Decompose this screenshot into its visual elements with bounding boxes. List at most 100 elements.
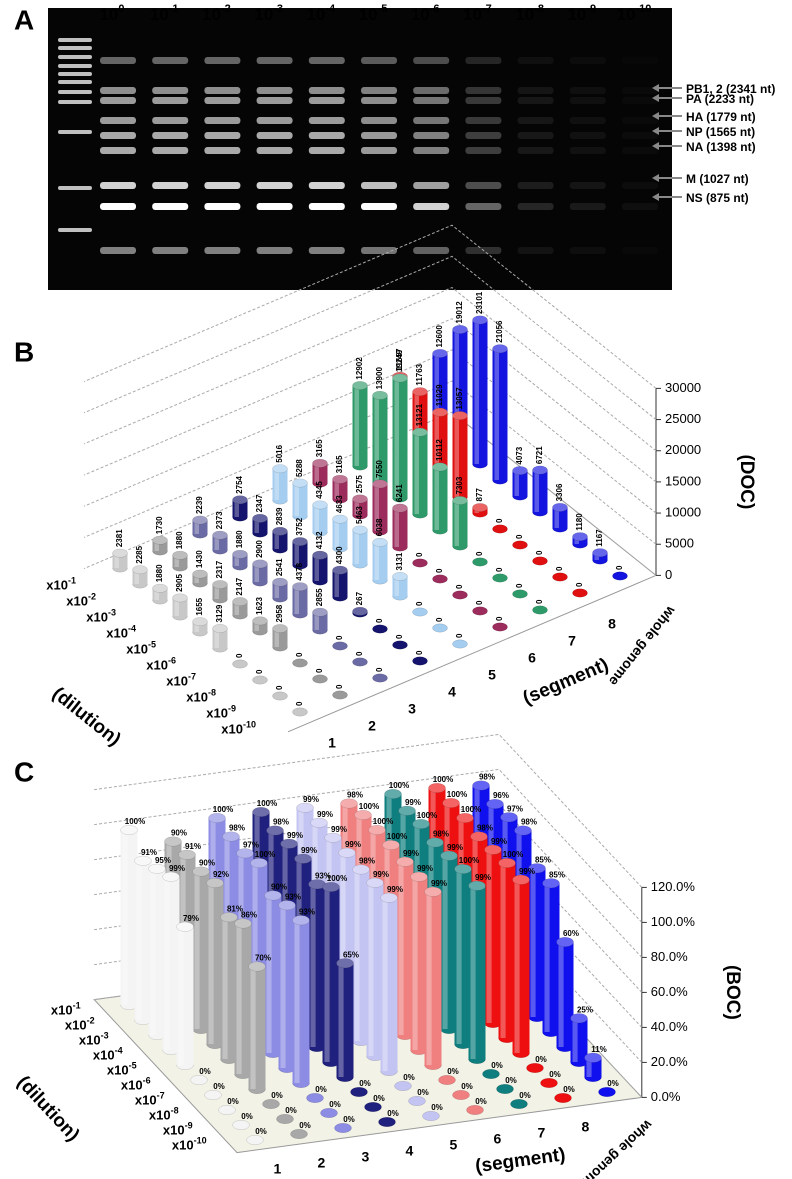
value-label: 98% [433,830,449,839]
value-label: 0% [373,1094,385,1103]
bar [322,881,340,1068]
bar-top [278,900,296,911]
gel-band [569,117,606,124]
value-label: 0 [375,667,384,672]
bar-bottom [492,524,508,534]
bar-top [432,462,448,472]
y-tick-exponent: -2 [87,1016,95,1026]
bar [172,550,188,572]
gel-band [517,117,554,124]
bar-top [584,1052,602,1063]
bar [556,936,574,1053]
bar-body [220,917,238,1059]
bar-top [468,880,486,891]
bar-top [252,513,268,523]
value-label: 1655 [195,597,204,615]
bar [232,495,248,522]
value-label: 1880 [155,564,164,582]
z-tick-label: 100.0% [651,914,696,929]
bar-bottom [466,1104,484,1116]
bar-body [552,507,568,528]
value-label: 0% [519,1091,531,1100]
y-tick-exponent: -6 [143,1076,151,1086]
bar-shine [174,555,179,567]
value-label: 2905 [175,574,184,592]
bar-shine [474,320,479,464]
bar-top [292,537,308,547]
value-label: 4132 [315,531,324,549]
value-label: 19249 [395,349,404,372]
bar [204,1089,222,1101]
bar-bottom [452,1089,470,1101]
gel-band [204,97,241,104]
value-label: 0% [403,1073,415,1082]
gel-band [413,87,450,94]
band-label: HA (1779 nt) [686,110,756,124]
x-tick-label: 5 [488,666,496,682]
y-tick-exponent: -1 [73,1001,81,1011]
y-tick-prefix: x10 [121,1078,143,1093]
bar-body [234,923,252,1074]
gel-band [569,87,606,94]
bar-shine [486,849,492,1023]
bar [392,373,408,503]
bar [482,1068,500,1080]
bar-top [162,871,180,882]
gel-band [465,57,502,64]
value-label: 3131 [395,552,404,570]
value-label: 99% [301,846,317,855]
value-label: 11% [591,1045,607,1054]
bar [468,880,486,1065]
y-tick-prefix: x10 [106,626,128,641]
bar-shine [554,507,559,528]
value-label: 100% [503,850,523,859]
value-label: 0 [375,618,384,623]
grid-line [83,411,657,576]
z-tick-label: 10000 [665,505,701,520]
bar-body [366,882,384,1056]
bar [334,1122,352,1134]
bar [312,458,328,488]
gel-band [361,132,397,139]
bar-body [172,555,188,567]
y-tick-exponent: -6 [168,656,176,666]
bar [528,863,546,1023]
bar-body [556,942,574,1047]
bar-body [512,879,530,1053]
bar-top [352,494,368,504]
value-label: 3306 [555,483,564,501]
gel-band [465,97,502,104]
value-label: 0% [447,1067,459,1076]
grid-line [83,349,657,514]
bar-shine [374,542,379,580]
gel-band [517,87,554,94]
bar-shine [314,555,319,581]
bar-shine [514,879,520,1053]
gel-band [152,247,189,254]
value-label: 5463 [355,506,364,524]
x-tick-label: 5 [450,1137,458,1153]
y-tick-label: x10-1 [51,1001,81,1018]
bar [372,479,388,536]
value-label: 99% [387,885,403,894]
y-tick-prefix: x10 [65,1018,87,1033]
bar-shine [314,504,319,532]
value-label: 96% [493,791,509,800]
bar-bottom [312,674,328,684]
y-tick-prefix: x10 [46,578,68,593]
bar-body [212,628,228,648]
bar [432,623,448,633]
value-label: 2900 [255,540,264,558]
value-label: 90% [199,859,215,868]
bar-shine [208,883,214,1044]
bar-body [152,540,168,551]
gel-band [308,182,345,189]
y-tick-exponent: -2 [88,592,96,602]
bar-top [292,478,308,488]
bar [312,550,328,586]
bar-top [292,915,310,926]
bar-shine [310,884,316,1047]
y-tick-exponent: -5 [129,1061,137,1071]
bar [336,958,354,1083]
value-label: 0% [417,1088,429,1097]
